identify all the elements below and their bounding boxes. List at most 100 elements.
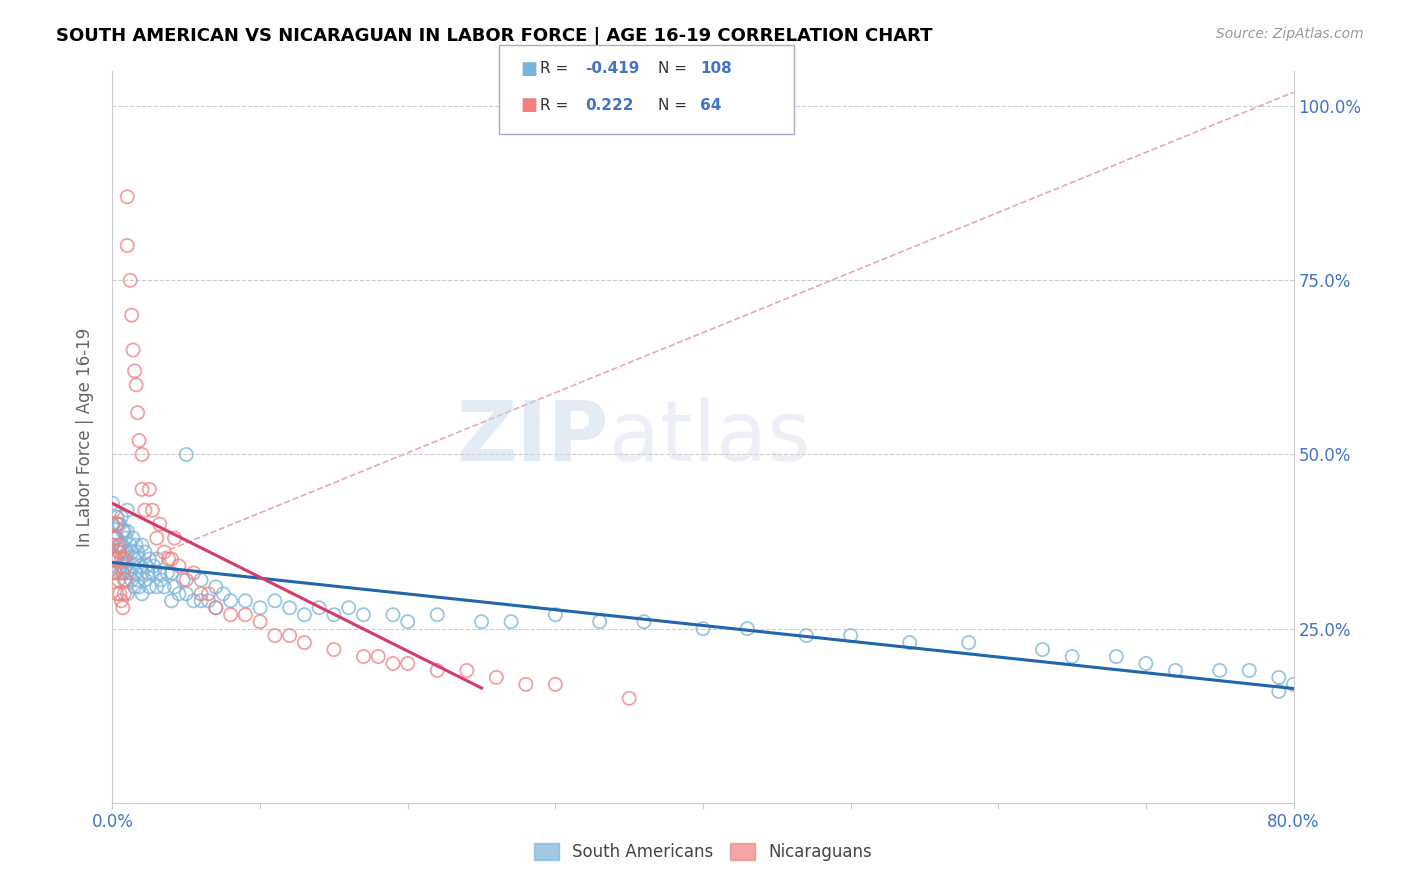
- Point: [131, 448, 153, 462]
- Point: [146, 531, 169, 545]
- Text: R =: R =: [540, 98, 568, 112]
- Point: [172, 573, 194, 587]
- Point: [134, 573, 156, 587]
- Point: [108, 517, 131, 532]
- Point: [167, 558, 190, 573]
- Point: [146, 552, 169, 566]
- Point: [108, 538, 131, 552]
- Point: [501, 615, 523, 629]
- Point: [1268, 670, 1291, 684]
- Point: [323, 642, 346, 657]
- Point: [352, 649, 374, 664]
- Point: [107, 538, 129, 552]
- Point: [396, 615, 419, 629]
- Point: [108, 545, 131, 559]
- Point: [110, 594, 132, 608]
- Point: [112, 524, 135, 538]
- Point: [107, 545, 129, 559]
- Point: [105, 587, 128, 601]
- Point: [308, 600, 330, 615]
- Point: [957, 635, 980, 649]
- Point: [104, 531, 127, 545]
- Point: [125, 566, 148, 580]
- Point: [292, 607, 315, 622]
- Point: [898, 635, 921, 649]
- Point: [117, 587, 138, 601]
- Point: [149, 566, 172, 580]
- Point: [122, 558, 145, 573]
- Point: [1135, 657, 1157, 671]
- Point: [121, 573, 143, 587]
- Point: [470, 615, 494, 629]
- Point: [264, 594, 287, 608]
- Text: -0.419: -0.419: [585, 62, 640, 76]
- Point: [212, 587, 235, 601]
- Point: [150, 573, 173, 587]
- Point: [1105, 649, 1128, 664]
- Point: [160, 566, 183, 580]
- Point: [110, 538, 132, 552]
- Point: [127, 573, 149, 587]
- Point: [117, 190, 138, 204]
- Point: [120, 273, 142, 287]
- Point: [205, 600, 228, 615]
- Point: [107, 517, 129, 532]
- Point: [264, 629, 287, 643]
- Point: [278, 629, 301, 643]
- Text: SOUTH AMERICAN VS NICARAGUAN IN LABOR FORCE | AGE 16-19 CORRELATION CHART: SOUTH AMERICAN VS NICARAGUAN IN LABOR FO…: [56, 27, 932, 45]
- Text: R =: R =: [540, 62, 568, 76]
- Point: [426, 607, 449, 622]
- Point: [110, 558, 132, 573]
- Point: [292, 635, 315, 649]
- Point: [1239, 664, 1261, 678]
- Point: [101, 496, 124, 510]
- Text: ZIP: ZIP: [456, 397, 609, 477]
- Point: [1032, 642, 1054, 657]
- Point: [219, 607, 242, 622]
- Point: [131, 566, 153, 580]
- Point: [101, 517, 124, 532]
- Point: [127, 545, 149, 559]
- Point: [117, 503, 138, 517]
- Point: [112, 552, 135, 566]
- Text: 0.222: 0.222: [585, 98, 633, 112]
- Point: [163, 531, 186, 545]
- Point: [114, 558, 136, 573]
- Point: [112, 573, 135, 587]
- Point: [456, 664, 478, 678]
- Point: [120, 566, 142, 580]
- Point: [111, 545, 134, 559]
- Point: [174, 573, 197, 587]
- Point: [131, 483, 153, 497]
- Point: [128, 434, 150, 448]
- Point: [190, 573, 212, 587]
- Point: [157, 552, 180, 566]
- Point: [205, 600, 228, 615]
- Point: [110, 552, 132, 566]
- Point: [114, 531, 136, 545]
- Legend: South Americans, Nicaraguans: South Americans, Nicaraguans: [527, 836, 879, 868]
- Point: [367, 649, 389, 664]
- Point: [183, 566, 205, 580]
- Point: [138, 580, 160, 594]
- Point: [544, 607, 567, 622]
- Point: [485, 670, 508, 684]
- Point: [396, 657, 419, 671]
- Point: [124, 580, 146, 594]
- Point: [619, 691, 641, 706]
- Point: [323, 607, 346, 622]
- Point: [337, 600, 360, 615]
- Point: [111, 566, 134, 580]
- Point: [146, 580, 169, 594]
- Point: [122, 531, 145, 545]
- Point: [101, 566, 124, 580]
- Point: [160, 594, 183, 608]
- Point: [136, 566, 159, 580]
- Point: [149, 517, 172, 532]
- Y-axis label: In Labor Force | Age 16-19: In Labor Force | Age 16-19: [76, 327, 94, 547]
- Point: [426, 664, 449, 678]
- Point: [131, 587, 153, 601]
- Point: [544, 677, 567, 691]
- Point: [278, 600, 301, 615]
- Point: [134, 545, 156, 559]
